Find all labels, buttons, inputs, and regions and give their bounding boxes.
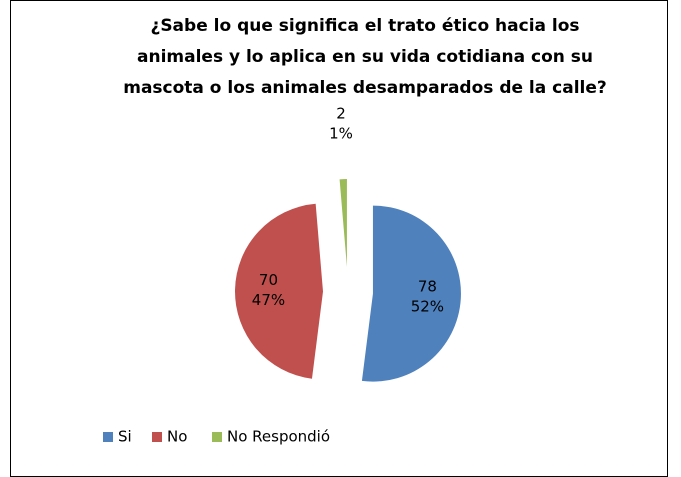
data-label: 2 bbox=[336, 105, 346, 123]
legend-swatch bbox=[212, 432, 222, 442]
legend-label: No Respondió bbox=[227, 428, 330, 446]
data-label-percent: 47% bbox=[252, 291, 285, 309]
pie-slice bbox=[339, 179, 347, 268]
data-label-percent: 1% bbox=[329, 125, 353, 143]
legend-label: Si bbox=[118, 428, 132, 446]
pie-slice bbox=[235, 203, 324, 379]
chart-title: animales y lo aplica en su vida cotidian… bbox=[137, 47, 593, 67]
data-label: 78 bbox=[418, 277, 437, 295]
pie-slice bbox=[361, 205, 461, 382]
legend-swatch bbox=[103, 432, 113, 442]
data-label-percent: 52% bbox=[411, 297, 444, 315]
chart-title: ¿Sabe lo que significa el trato ético ha… bbox=[150, 16, 579, 36]
legend-swatch bbox=[152, 432, 162, 442]
data-label: 70 bbox=[259, 271, 278, 289]
legend-label: No bbox=[167, 428, 187, 446]
chart-frame bbox=[10, 0, 668, 477]
chart-title: mascota o los animales desamparados de l… bbox=[123, 78, 607, 98]
